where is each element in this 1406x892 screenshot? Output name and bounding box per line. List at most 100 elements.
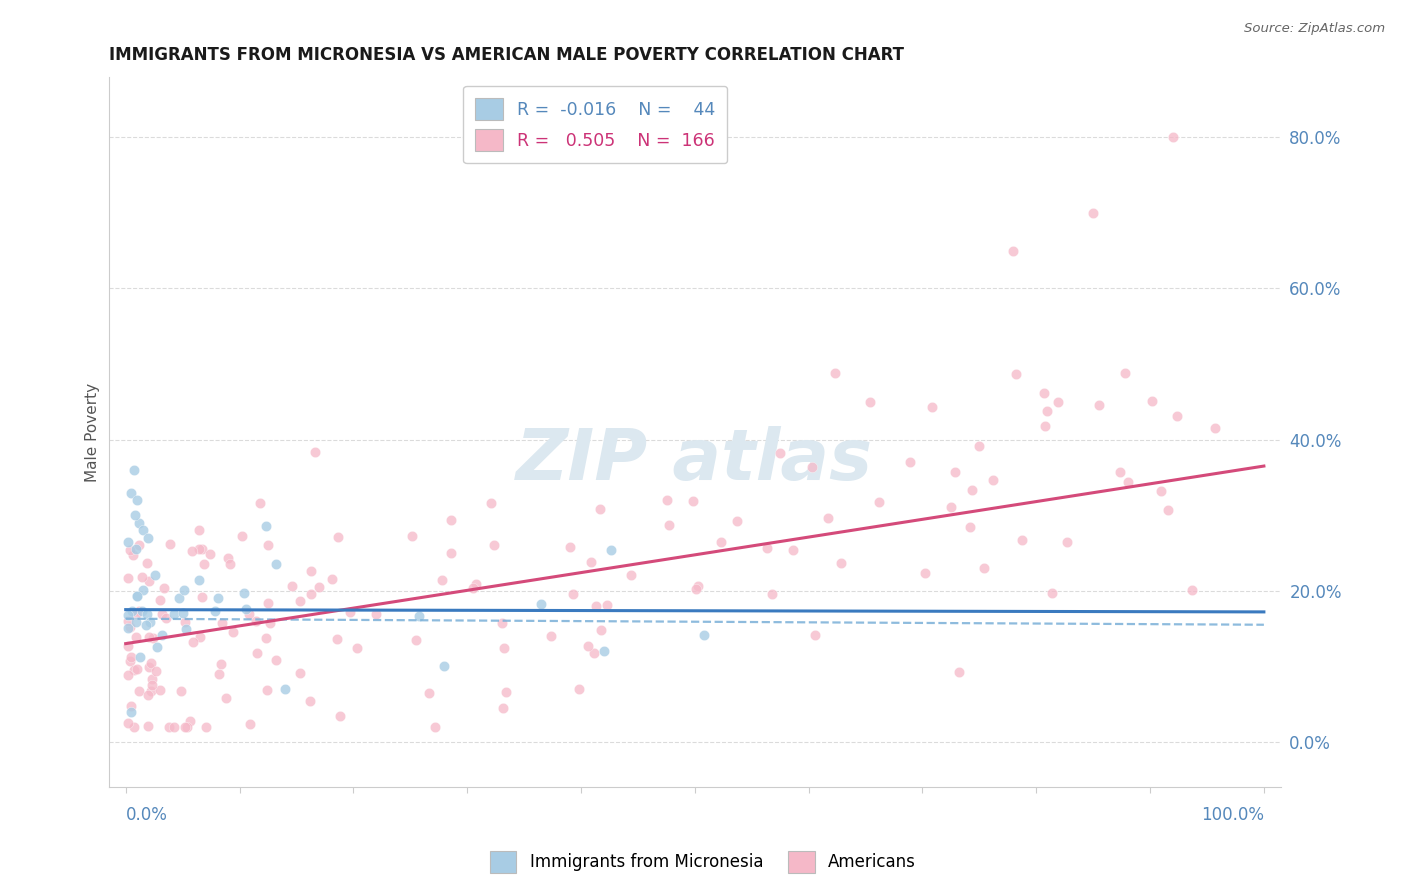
Point (440, 513, 463, 527)
Point (120, 654, 142, 668)
Point (817, 511, 839, 525)
Point (1204, 421, 1226, 435)
Point (122, 664, 145, 678)
Point (290, 594, 312, 608)
Point (207, 591, 229, 605)
Point (425, 720, 447, 734)
Point (125, 615, 148, 630)
Point (209, 657, 232, 672)
Point (1005, 368, 1028, 382)
Point (921, 401, 943, 415)
Point (150, 628, 173, 642)
Point (193, 557, 215, 571)
Point (174, 615, 197, 629)
Point (127, 493, 149, 508)
Point (1056, 535, 1078, 549)
Point (585, 599, 607, 613)
Point (592, 644, 614, 658)
Point (688, 579, 710, 593)
Point (117, 571, 139, 585)
Point (1109, 466, 1132, 480)
Point (231, 529, 253, 543)
Point (170, 683, 193, 698)
Point (128, 538, 150, 552)
Point (948, 665, 970, 679)
Point (540, 629, 562, 643)
Point (139, 615, 162, 629)
Point (969, 439, 991, 453)
Point (898, 455, 921, 469)
Point (418, 686, 440, 700)
Point (131, 604, 153, 618)
Text: ZIP atlas: ZIP atlas (516, 426, 873, 495)
Point (129, 649, 152, 664)
Point (188, 630, 211, 644)
Point (655, 493, 678, 508)
Point (830, 556, 852, 570)
Point (172, 606, 194, 620)
Point (136, 556, 159, 570)
Point (1011, 533, 1033, 547)
Point (159, 537, 181, 551)
Point (756, 541, 779, 555)
Point (568, 681, 591, 696)
Point (218, 558, 240, 572)
Point (1002, 244, 1025, 258)
Point (693, 628, 716, 642)
Point (132, 523, 155, 537)
Legend: R =  -0.016    N =    44, R =   0.505    N =  166: R = -0.016 N = 44, R = 0.505 N = 166 (463, 86, 727, 163)
Point (304, 445, 326, 459)
Point (329, 708, 352, 723)
Point (136, 719, 159, 733)
Point (198, 547, 221, 561)
Point (1140, 394, 1163, 409)
Point (461, 581, 484, 595)
Point (222, 624, 245, 639)
Point (232, 586, 254, 600)
Point (249, 496, 271, 510)
Point (959, 520, 981, 534)
Point (257, 538, 280, 552)
Point (491, 615, 513, 630)
Point (181, 543, 204, 558)
Point (187, 524, 209, 538)
Point (169, 591, 191, 605)
Point (138, 531, 160, 545)
Point (328, 530, 350, 544)
Point (321, 573, 343, 587)
Y-axis label: Male Poverty: Male Poverty (86, 383, 100, 482)
Point (121, 548, 143, 562)
Point (596, 599, 619, 613)
Point (157, 720, 180, 734)
Point (576, 639, 599, 653)
Point (139, 656, 162, 670)
Point (181, 635, 204, 649)
Point (149, 683, 172, 698)
Point (561, 587, 583, 601)
Point (682, 493, 704, 508)
Point (143, 567, 166, 582)
Point (599, 543, 621, 558)
Point (1081, 206, 1104, 220)
Point (495, 685, 517, 699)
Point (264, 652, 287, 666)
Point (245, 615, 267, 629)
Point (824, 366, 846, 380)
Point (173, 583, 195, 598)
Point (366, 607, 388, 621)
Point (801, 460, 824, 475)
Point (281, 579, 304, 593)
Point (122, 720, 145, 734)
Point (579, 555, 602, 569)
Point (254, 519, 277, 533)
Point (868, 495, 890, 509)
Point (128, 684, 150, 698)
Point (163, 607, 186, 621)
Point (191, 541, 214, 556)
Point (142, 632, 165, 646)
Point (981, 473, 1004, 487)
Point (179, 714, 201, 728)
Point (136, 688, 159, 702)
Point (117, 614, 139, 628)
Point (769, 446, 792, 460)
